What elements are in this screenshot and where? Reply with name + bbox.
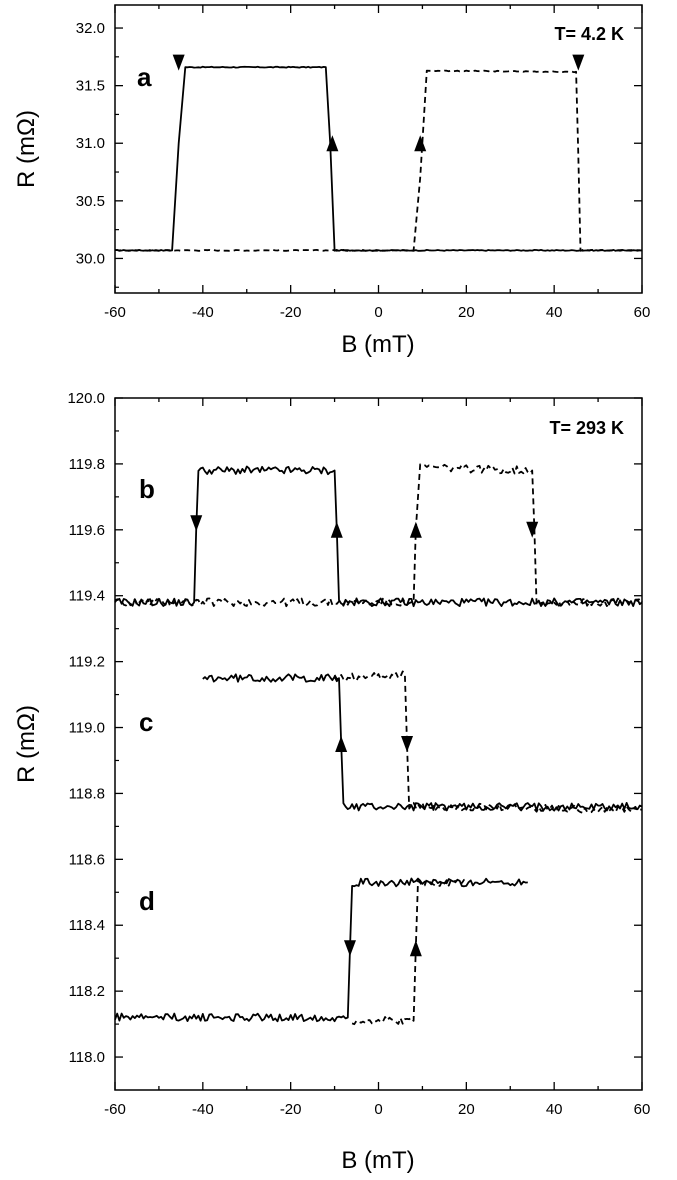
x-tick-label: -60 (104, 304, 126, 321)
y-tick-label: 30.0 (76, 250, 105, 267)
curves-top (114, 65, 643, 252)
y-tick-label: 118.8 (69, 785, 105, 802)
series-solid-b (114, 465, 643, 608)
y-tick-label: 30.5 (76, 193, 105, 210)
x-tick-label: 0 (374, 304, 382, 321)
temperature-label-top: T= 4.2 K (554, 24, 624, 44)
arrows-top (172, 54, 585, 152)
series-dashed-b (114, 463, 643, 608)
y-tick-label: 31.5 (76, 78, 105, 95)
x-tick-label: 20 (458, 1101, 475, 1118)
arrows-bottom (190, 515, 539, 957)
sweep-arrow-a-down (572, 54, 585, 71)
sweep-arrow-b-up (330, 521, 343, 538)
chart-top: -60 -40 -20 0 20 40 60 30.0 30.5 31.0 31.5 32.0 T= … (13, 4, 651, 358)
panel-letter-c: c (139, 707, 153, 737)
x-tick-label: -20 (280, 1101, 302, 1118)
x-tick-label: -20 (280, 304, 302, 321)
y-tick-label: 119.2 (69, 654, 105, 671)
ticks-top: -60 -40 -20 0 20 40 60 30.0 30.5 31.0 31.5 32.0 (76, 5, 651, 321)
curves-bottom (114, 463, 643, 1026)
panel-letter-b: b (139, 474, 155, 504)
y-tick-label: 118.4 (69, 917, 105, 934)
x-tick-label: 60 (634, 304, 651, 321)
y-tick-label: 120.0 (67, 390, 105, 407)
series-dashed-d (351, 878, 467, 1026)
x-tick-label: 60 (634, 1101, 651, 1118)
y-tick-label: 119.8 (69, 456, 105, 473)
sweep-arrow-a-up (414, 135, 427, 152)
x-axis-title-top: B (mT) (341, 331, 414, 358)
ticks-bottom: -60 -40 -20 0 20 40 60 118.0 118.2 118.4 118.6 118.… (67, 390, 650, 1118)
series-dashed-a (114, 69, 643, 252)
y-axis-title-top: R (mΩ) (13, 110, 40, 188)
sweep-arrow-c-down (401, 736, 414, 752)
temperature-label-bottom: T= 293 K (549, 418, 624, 438)
y-axis-title-bottom: R (mΩ) (13, 705, 40, 783)
sweep-arrow-a-up (326, 135, 339, 152)
sweep-arrow-b-up (409, 521, 422, 538)
sweep-arrow-b-down (190, 515, 203, 532)
y-tick-label: 119.0 (69, 720, 105, 737)
series-dashed-c (333, 670, 643, 814)
sweep-arrow-a-down (172, 54, 185, 71)
x-tick-label: 40 (546, 1101, 563, 1118)
y-tick-label: 118.6 (69, 851, 105, 868)
x-tick-label: -60 (104, 1101, 126, 1118)
y-tick-label: 118.2 (69, 983, 105, 1000)
plot-frame-bottom (114, 397, 643, 1091)
x-tick-label: 20 (458, 304, 475, 321)
y-tick-label: 119.6 (69, 522, 105, 539)
series-solid-c (202, 673, 643, 812)
x-tick-label: 40 (546, 304, 563, 321)
sweep-arrow-b-down (526, 521, 539, 538)
sweep-arrow-d-down (343, 940, 356, 957)
sweep-arrow-c-up (335, 736, 348, 752)
series-solid-d (114, 877, 528, 1023)
y-tick-label: 119.4 (69, 588, 105, 605)
panel-letter-d: d (139, 886, 155, 916)
y-tick-label: 31.0 (76, 135, 105, 152)
panel-letter-a: a (137, 62, 152, 92)
chart-bottom: -60 -40 -20 0 20 40 60 118.0 118.2 118.4 118.6 118.… (13, 390, 650, 1174)
x-axis-title-bottom: B (mT) (341, 1147, 414, 1174)
x-tick-label: 0 (374, 1101, 382, 1118)
sweep-arrow-d-up (409, 940, 422, 957)
x-tick-label: -40 (192, 304, 214, 321)
series-solid-a (115, 65, 643, 252)
y-tick-label: 118.0 (69, 1049, 105, 1066)
y-tick-label: 32.0 (76, 20, 105, 37)
x-tick-label: -40 (192, 1101, 214, 1118)
